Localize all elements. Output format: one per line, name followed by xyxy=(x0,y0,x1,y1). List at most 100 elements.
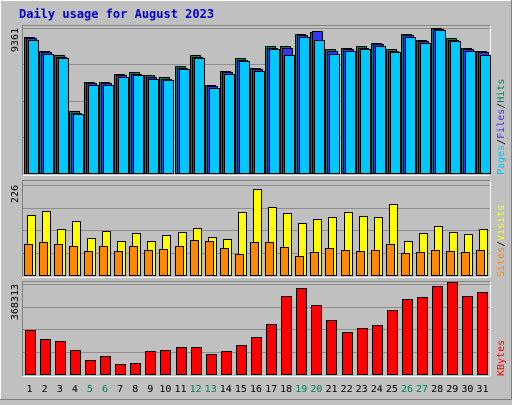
legend-entry-files: Files xyxy=(496,109,507,139)
bar-kbytes-day-22 xyxy=(342,332,353,375)
bar-pages-day-18 xyxy=(284,55,295,174)
x-tick-label-day-3: 3 xyxy=(57,384,63,395)
bar-sites-day-23 xyxy=(356,251,365,276)
bar-pages-day-28 xyxy=(435,30,446,174)
bar-pages-day-25 xyxy=(390,52,401,174)
y-max-label-hits: 9361 xyxy=(10,28,21,52)
x-tick-label-day-6: 6 xyxy=(102,384,108,395)
x-tick-label-day-9: 9 xyxy=(147,384,153,395)
bar-kbytes-day-18 xyxy=(281,296,292,375)
bar-sites-day-4 xyxy=(69,246,78,276)
x-tick-label-day-23: 23 xyxy=(356,384,368,395)
bar-kbytes-day-19 xyxy=(296,288,307,375)
bar-pages-day-26 xyxy=(405,37,416,174)
x-tick-label-day-16: 16 xyxy=(250,384,262,395)
legend-separator: / xyxy=(496,103,507,109)
panel-visits: 226 Sites/Visits xyxy=(10,180,507,278)
bar-sites-day-20 xyxy=(310,252,319,276)
y-max-label-kbytes: 368313 xyxy=(10,284,21,320)
bar-sites-day-2 xyxy=(39,242,48,276)
panel-hits: 9361 Pages/Files/Hits xyxy=(10,25,507,176)
bar-kbytes-day-20 xyxy=(311,305,322,375)
x-tick-label-day-12: 12 xyxy=(190,384,202,395)
bar-pages-day-13 xyxy=(209,88,220,174)
bar-pages-day-21 xyxy=(329,54,340,174)
bar-kbytes-day-10 xyxy=(160,350,171,375)
x-tick-label-day-29: 29 xyxy=(446,384,458,395)
bar-kbytes-day-14 xyxy=(221,351,232,375)
bar-kbytes-day-15 xyxy=(236,345,247,375)
bar-pages-day-29 xyxy=(450,41,461,174)
bar-kbytes-day-13 xyxy=(206,354,217,375)
bar-sites-day-28 xyxy=(431,250,440,276)
bar-pages-day-19 xyxy=(299,37,310,174)
bar-pages-day-10 xyxy=(163,80,174,174)
panel-kbytes: 368313 KBytes xyxy=(10,281,507,377)
bar-pages-day-2 xyxy=(43,54,54,174)
bar-sites-day-19 xyxy=(295,256,304,276)
bar-sites-day-13 xyxy=(205,241,214,276)
bar-pages-day-1 xyxy=(28,40,39,174)
x-tick-label-day-2: 2 xyxy=(42,384,48,395)
x-tick-label-day-10: 10 xyxy=(159,384,171,395)
bar-sites-day-24 xyxy=(371,250,380,276)
legend-separator: / xyxy=(496,139,507,145)
bar-kbytes-day-16 xyxy=(251,337,262,375)
bar-pages-day-20 xyxy=(314,40,325,174)
x-tick-label-day-24: 24 xyxy=(371,384,383,395)
bar-sites-day-15 xyxy=(235,254,244,276)
bar-pages-day-14 xyxy=(224,74,235,174)
x-tick-label-day-1: 1 xyxy=(27,384,33,395)
bar-pages-day-3 xyxy=(58,58,69,174)
bar-pages-day-23 xyxy=(360,49,371,174)
series-pages xyxy=(28,30,491,174)
bar-pages-day-22 xyxy=(345,51,356,174)
legend-hits: Pages/Files/Hits xyxy=(496,79,507,175)
chart-title: Daily usage for August 2023 xyxy=(19,7,214,21)
series-kbytes xyxy=(25,282,488,375)
x-tick-label-day-27: 27 xyxy=(416,384,428,395)
bar-sites-day-10 xyxy=(159,249,168,276)
legend-entry-sites: Sites xyxy=(496,247,507,277)
bar-sites-day-6 xyxy=(99,246,108,276)
bar-sites-day-30 xyxy=(461,252,470,276)
bar-sites-day-25 xyxy=(386,244,395,276)
bar-sites-day-11 xyxy=(175,246,184,276)
bar-sites-day-18 xyxy=(280,247,289,276)
bar-pages-day-12 xyxy=(194,58,205,174)
bar-sites-day-7 xyxy=(114,251,123,276)
bar-sites-day-8 xyxy=(129,246,138,276)
bar-pages-day-15 xyxy=(239,61,250,174)
bar-kbytes-day-6 xyxy=(100,356,111,375)
bar-pages-day-8 xyxy=(133,75,144,174)
x-tick-label-day-5: 5 xyxy=(87,384,93,395)
x-axis-day-labels: 1 2 3 4 5 6 7 8 9 10 11 12 13 14 15 16 17 18 19 20 21 22 23 24 2… xyxy=(27,384,489,395)
bar-kbytes-day-23 xyxy=(357,328,368,375)
bar-kbytes-day-17 xyxy=(266,324,277,375)
x-tick-label-day-17: 17 xyxy=(265,384,277,395)
bar-kbytes-day-31 xyxy=(477,292,488,375)
bar-kbytes-day-21 xyxy=(326,320,337,375)
series-sites xyxy=(24,240,485,276)
x-tick-label-day-22: 22 xyxy=(341,384,353,395)
bar-sites-day-27 xyxy=(416,252,425,276)
legend-entry-kbytes: KBytes xyxy=(496,340,507,376)
bar-sites-day-5 xyxy=(84,251,93,276)
bar-pages-day-24 xyxy=(375,46,386,174)
bar-kbytes-day-29 xyxy=(447,282,458,375)
bar-kbytes-day-9 xyxy=(145,351,156,375)
bar-pages-day-17 xyxy=(269,49,280,174)
bar-pages-day-5 xyxy=(88,85,99,174)
x-tick-label-day-11: 11 xyxy=(174,384,186,395)
bar-sites-day-22 xyxy=(341,250,350,276)
x-tick-label-day-21: 21 xyxy=(325,384,337,395)
bar-sites-day-31 xyxy=(476,250,485,276)
x-tick-label-day-19: 19 xyxy=(295,384,307,395)
bar-kbytes-day-11 xyxy=(176,347,187,375)
legend-visits: Sites/Visits xyxy=(496,205,507,277)
legend-entry-hits: Hits xyxy=(496,79,507,103)
bar-kbytes-day-30 xyxy=(462,296,473,375)
bar-pages-day-6 xyxy=(103,85,114,174)
